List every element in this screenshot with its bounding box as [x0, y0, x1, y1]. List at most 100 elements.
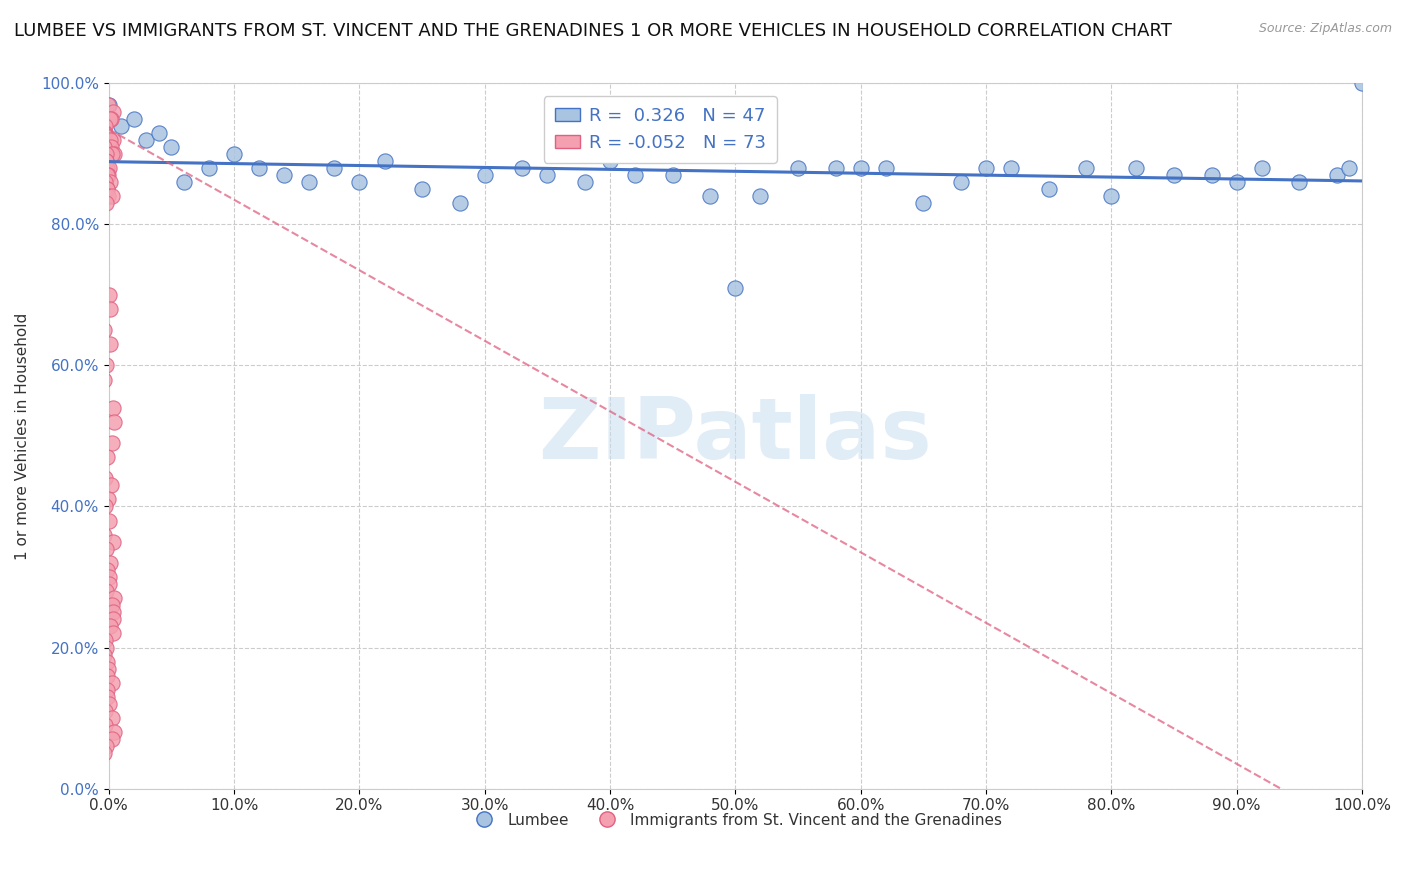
Point: [94, 175, 117, 189]
Point: [787, 161, 810, 175]
Point: [101, 534, 124, 549]
Point: [97, 514, 120, 528]
Point: [94, 196, 117, 211]
Text: ZIPatlas: ZIPatlas: [538, 394, 932, 477]
Point: [135, 133, 157, 147]
Y-axis label: 1 or more Vehicles in Household: 1 or more Vehicles in Household: [15, 312, 30, 559]
Point: [93, 126, 115, 140]
Point: [100, 478, 122, 492]
Point: [94, 471, 117, 485]
Point: [100, 598, 122, 612]
Point: [661, 168, 683, 182]
Point: [474, 168, 496, 182]
Point: [94, 119, 117, 133]
Point: [1038, 182, 1060, 196]
Point: [824, 161, 846, 175]
Point: [323, 161, 346, 175]
Point: [94, 584, 117, 599]
Point: [101, 675, 124, 690]
Point: [699, 189, 721, 203]
Point: [96, 682, 118, 697]
Point: [94, 704, 117, 718]
Point: [94, 500, 117, 514]
Point: [100, 189, 122, 203]
Point: [98, 619, 121, 633]
Point: [98, 337, 121, 351]
Point: [110, 119, 132, 133]
Point: [849, 161, 872, 175]
Point: [101, 626, 124, 640]
Point: [100, 732, 122, 747]
Point: [94, 153, 117, 168]
Point: [198, 161, 221, 175]
Point: [599, 153, 621, 168]
Point: [94, 739, 117, 754]
Point: [1076, 161, 1098, 175]
Point: [100, 140, 122, 154]
Point: [624, 168, 647, 182]
Point: [512, 161, 534, 175]
Point: [97, 97, 120, 112]
Point: [103, 605, 125, 619]
Point: [100, 112, 122, 126]
Point: [94, 126, 117, 140]
Point: [949, 175, 972, 189]
Point: [96, 541, 118, 556]
Text: Source: ZipAtlas.com: Source: ZipAtlas.com: [1258, 22, 1392, 36]
Point: [94, 147, 117, 161]
Point: [173, 175, 195, 189]
Point: [103, 591, 125, 606]
Point: [98, 112, 121, 126]
Point: [97, 492, 120, 507]
Point: [1326, 168, 1348, 182]
Point: [298, 175, 321, 189]
Point: [574, 175, 596, 189]
Point: [98, 570, 121, 584]
Point: [101, 133, 124, 147]
Point: [93, 373, 115, 387]
Point: [273, 168, 295, 182]
Point: [101, 711, 124, 725]
Point: [96, 655, 118, 669]
Point: [96, 161, 118, 175]
Point: [98, 577, 121, 591]
Point: [122, 112, 145, 126]
Point: [1125, 161, 1147, 175]
Point: [94, 359, 117, 373]
Point: [101, 436, 124, 450]
Point: [93, 746, 115, 760]
Point: [224, 147, 246, 161]
Point: [148, 126, 170, 140]
Point: [93, 633, 115, 648]
Point: [98, 697, 121, 711]
Point: [97, 662, 120, 676]
Point: [749, 189, 772, 203]
Point: [100, 556, 122, 570]
Point: [1226, 175, 1249, 189]
Point: [97, 97, 120, 112]
Point: [93, 718, 115, 732]
Point: [1163, 168, 1185, 182]
Point: [1288, 175, 1310, 189]
Point: [98, 133, 121, 147]
Point: [912, 196, 935, 211]
Point: [96, 669, 118, 683]
Point: [97, 168, 120, 182]
Point: [1339, 161, 1361, 175]
Point: [1099, 189, 1122, 203]
Point: [1351, 77, 1374, 91]
Point: [449, 196, 471, 211]
Point: [96, 450, 118, 464]
Point: [536, 168, 558, 182]
Point: [93, 648, 115, 662]
Point: [101, 147, 124, 161]
Point: [1201, 168, 1223, 182]
Point: [160, 140, 183, 154]
Point: [103, 104, 125, 119]
Point: [1000, 161, 1022, 175]
Point: [373, 153, 395, 168]
Point: [103, 147, 125, 161]
Point: [93, 527, 115, 541]
Text: LUMBEE VS IMMIGRANTS FROM ST. VINCENT AND THE GRENADINES 1 OR MORE VEHICLES IN H: LUMBEE VS IMMIGRANTS FROM ST. VINCENT AN…: [14, 22, 1173, 40]
Point: [96, 690, 118, 704]
